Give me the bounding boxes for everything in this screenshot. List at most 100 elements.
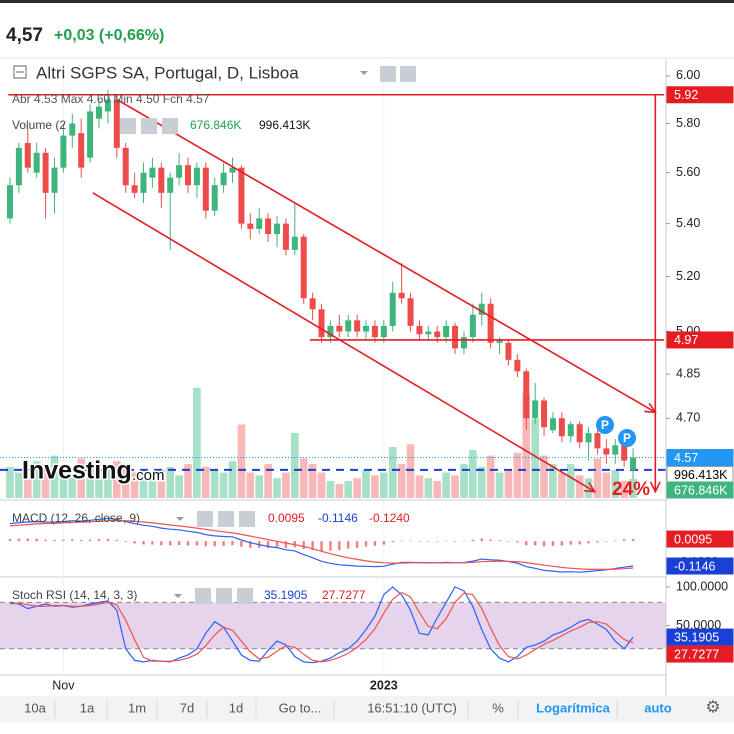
- title-caret[interactable]: [360, 71, 368, 75]
- axis-value-box: [666, 481, 734, 499]
- marker-p[interactable]: [596, 416, 614, 434]
- toolbar-button[interactable]: 10a: [24, 700, 46, 715]
- eye-icon[interactable]: [380, 66, 396, 82]
- candle-body: [452, 325, 459, 349]
- volume-bar: [602, 472, 611, 498]
- gear-icon[interactable]: [400, 66, 416, 82]
- volume-bar: [130, 472, 139, 498]
- macd-histogram-bar: [249, 541, 252, 548]
- volume-bar: [299, 458, 308, 498]
- volume-bar: [549, 464, 557, 498]
- volume-bar: [193, 387, 201, 498]
- toolbar-button[interactable]: 1d: [229, 700, 243, 715]
- macd-histogram-bar: [364, 541, 368, 547]
- macd-histogram-bar: [400, 540, 403, 542]
- volume-bar: [629, 478, 637, 498]
- macd-histogram-bar: [436, 541, 439, 542]
- candle-body: [211, 185, 218, 211]
- volume-bar: [433, 481, 442, 498]
- macd-line: [9, 517, 634, 573]
- candle-body: [42, 152, 49, 193]
- candle-body: [220, 172, 227, 186]
- macd-histogram-bar: [133, 541, 136, 544]
- close-icon[interactable]: [239, 511, 255, 527]
- axis-value-label: 676.846K: [674, 483, 728, 497]
- volume-bar: [282, 472, 290, 498]
- macd-histogram-bar: [106, 538, 110, 542]
- toolbar-button[interactable]: Logarítmica: [536, 700, 610, 715]
- drawing-arrowhead: [583, 482, 597, 493]
- gear-icon[interactable]: [216, 588, 232, 604]
- volume-bar: [104, 464, 112, 498]
- candle-body: [149, 167, 156, 178]
- volume-bar: [148, 475, 157, 498]
- collapse-icon[interactable]: [13, 65, 27, 79]
- volume-bar: [424, 478, 433, 498]
- candle-body: [496, 339, 503, 343]
- toolbar-button[interactable]: 1a: [80, 700, 95, 715]
- candle-body: [229, 167, 236, 173]
- macd-histogram-bar: [605, 541, 608, 542]
- toolbar-button[interactable]: auto: [644, 700, 672, 715]
- candle-body: [434, 331, 441, 338]
- volume-bar: [166, 466, 175, 498]
- candle-body: [300, 236, 307, 299]
- volume-bar: [228, 461, 237, 498]
- axis-value-box: [666, 530, 734, 548]
- volume-bar: [15, 472, 23, 498]
- candle-body: [167, 177, 174, 193]
- volume-title: Volume (2: [12, 118, 66, 132]
- eye-icon[interactable]: [120, 118, 136, 134]
- macd-title: MACD (12, 26, close, 9): [12, 511, 140, 525]
- gear-icon[interactable]: [218, 511, 234, 527]
- volume-bar: [469, 449, 477, 498]
- macd-histogram-bar: [222, 541, 225, 546]
- macd-histogram-bar: [462, 540, 466, 542]
- header-change: +0,03 (+0,66%): [54, 27, 164, 44]
- macd-histogram-bar: [177, 541, 181, 546]
- candle-body: [567, 424, 574, 437]
- stoch-k-readout: 35.1905: [264, 588, 308, 602]
- marker-p-label: P: [623, 431, 631, 445]
- toolbar-button[interactable]: 7d: [180, 700, 194, 715]
- gear-icon[interactable]: [141, 118, 157, 134]
- stoch-caret[interactable]: [174, 594, 182, 598]
- macd-histogram-bar: [231, 541, 234, 546]
- volume-bar: [264, 464, 272, 498]
- candle-body: [282, 223, 289, 250]
- eye-icon[interactable]: [195, 588, 211, 604]
- toolbar-button[interactable]: Go to...: [279, 700, 322, 715]
- settings-icon[interactable]: ⚙: [705, 697, 720, 716]
- toolbar-button[interactable]: 1m: [128, 700, 146, 715]
- candle-body: [318, 309, 325, 338]
- candle-body: [202, 167, 209, 211]
- candle-body: [87, 111, 94, 158]
- volume-bar: [175, 475, 183, 498]
- candle-body: [478, 303, 485, 315]
- macd-histogram-bar: [151, 541, 154, 545]
- candle-body: [336, 325, 343, 332]
- close-icon[interactable]: [162, 118, 178, 134]
- macd-histogram-bar: [142, 541, 145, 545]
- candle-body: [95, 106, 102, 119]
- axis-value-box: [666, 331, 734, 349]
- candle-body: [193, 167, 200, 186]
- candle-body: [238, 167, 245, 224]
- volume-bar: [460, 464, 468, 498]
- volume-bar: [32, 461, 41, 498]
- candle-body: [78, 133, 85, 168]
- candle-body: [443, 325, 450, 338]
- candle-body: [327, 325, 334, 338]
- volume-bar: [68, 475, 77, 498]
- axis-value-box: [666, 557, 734, 575]
- volume-bar: [237, 424, 246, 498]
- marker-p[interactable]: [618, 429, 636, 447]
- y-tick-label: 5.40: [676, 216, 700, 230]
- macd-caret[interactable]: [176, 517, 184, 521]
- close-icon[interactable]: [237, 588, 253, 604]
- eye-icon[interactable]: [197, 511, 213, 527]
- candle-body: [6, 185, 13, 219]
- volume-bar: [219, 472, 228, 498]
- toolbar-button[interactable]: %: [492, 700, 504, 715]
